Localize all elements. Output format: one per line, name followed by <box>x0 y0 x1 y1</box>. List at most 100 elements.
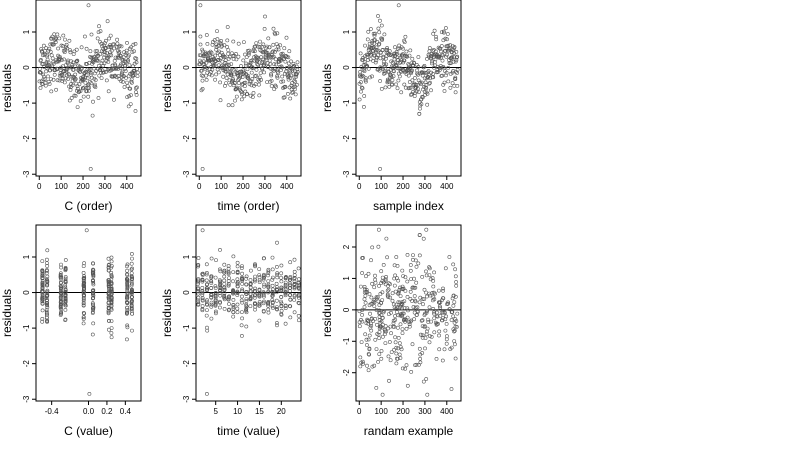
data-point <box>415 305 420 310</box>
plot-frame <box>195 224 302 402</box>
data-point <box>244 308 249 313</box>
data-point <box>405 306 410 311</box>
data-point <box>383 85 388 90</box>
data-point <box>372 33 377 38</box>
data-point <box>266 269 271 274</box>
data-point <box>437 329 442 334</box>
data-point <box>129 291 134 296</box>
data-point <box>262 282 267 287</box>
data-point <box>59 291 64 296</box>
data-point <box>377 30 382 35</box>
data-point <box>405 383 410 388</box>
data-point <box>218 285 223 290</box>
data-point <box>104 78 109 83</box>
data-point <box>44 296 49 301</box>
data-point <box>91 292 95 297</box>
data-point <box>56 46 61 51</box>
data-point <box>71 67 76 72</box>
data-point <box>424 377 429 381</box>
data-point <box>427 46 432 50</box>
data-point <box>208 49 213 54</box>
data-point <box>417 253 422 258</box>
data-point <box>443 26 448 30</box>
data-point <box>83 80 88 85</box>
data-point <box>296 295 301 300</box>
data-point <box>248 304 253 309</box>
data-point <box>218 293 223 298</box>
data-point <box>400 327 405 332</box>
data-point <box>377 18 382 23</box>
data-point <box>447 307 452 312</box>
data-point <box>198 42 203 47</box>
data-point <box>90 332 95 337</box>
data-point <box>231 270 236 275</box>
data-point <box>234 57 239 62</box>
data-point <box>75 105 80 110</box>
data-point <box>443 266 448 271</box>
data-point <box>426 320 431 324</box>
data-point <box>222 285 227 290</box>
data-point <box>103 41 107 46</box>
data-point <box>362 67 367 72</box>
data-point <box>46 74 50 79</box>
data-point <box>427 340 432 345</box>
data-point <box>250 95 255 99</box>
data-point <box>408 93 413 97</box>
data-point <box>447 255 452 259</box>
data-point <box>434 356 439 361</box>
data-point <box>244 276 249 281</box>
data-point <box>200 78 205 83</box>
data-point <box>109 45 113 50</box>
data-point <box>274 305 279 310</box>
data-point <box>266 310 271 315</box>
data-point <box>418 295 423 300</box>
data-point <box>296 313 301 318</box>
data-point <box>130 256 134 261</box>
data-point <box>97 73 102 78</box>
data-point <box>391 69 396 74</box>
data-point <box>253 286 258 291</box>
data-point <box>394 63 399 68</box>
data-point <box>451 262 456 267</box>
data-point <box>59 286 64 291</box>
data-point <box>125 41 129 45</box>
data-point <box>279 65 284 70</box>
data-point <box>198 3 203 8</box>
data-point <box>222 274 227 279</box>
data-point <box>386 79 391 84</box>
data-point <box>393 340 398 345</box>
data-point <box>254 41 259 46</box>
data-point <box>275 31 280 36</box>
data-point <box>260 67 265 72</box>
data-point <box>109 335 114 340</box>
data-point <box>233 98 237 103</box>
data-point <box>409 71 414 75</box>
data-point <box>357 309 362 314</box>
data-point <box>288 304 293 309</box>
y-tick-label: 0 <box>22 65 31 70</box>
data-point <box>220 43 224 48</box>
data-point <box>369 258 373 263</box>
data-point <box>255 62 260 67</box>
data-point <box>128 93 133 98</box>
data-point <box>251 66 256 71</box>
data-point <box>283 85 288 89</box>
data-point <box>214 47 219 52</box>
data-point <box>275 75 280 80</box>
data-point <box>81 94 86 99</box>
data-point <box>283 285 288 290</box>
data-point <box>239 323 244 328</box>
data-point <box>394 361 399 366</box>
data-point <box>373 60 378 65</box>
data-point <box>423 336 428 341</box>
data-point <box>67 98 72 103</box>
data-point <box>390 82 394 87</box>
data-point <box>204 313 209 318</box>
data-point <box>380 325 385 330</box>
data-point <box>222 262 227 267</box>
data-point <box>377 336 382 341</box>
data-point <box>396 66 401 71</box>
data-point <box>369 323 374 328</box>
data-point <box>418 106 422 111</box>
data-point <box>125 95 130 100</box>
